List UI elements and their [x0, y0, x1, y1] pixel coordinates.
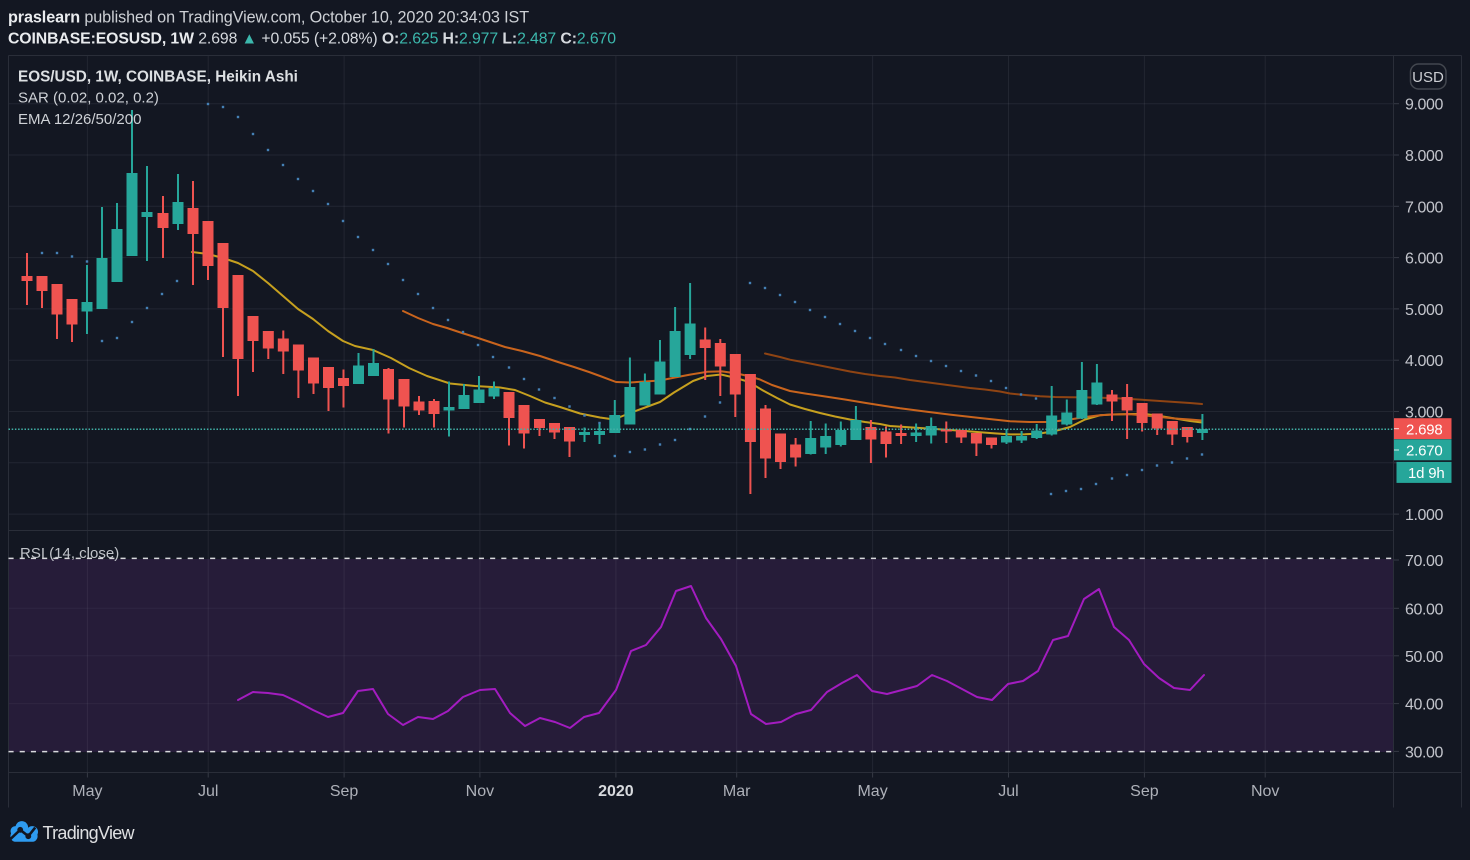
svg-text:7.000: 7.000 [1405, 199, 1444, 216]
svg-text:2020: 2020 [598, 783, 634, 800]
svg-text:5.000: 5.000 [1405, 302, 1444, 319]
svg-text:2.698: 2.698 [1406, 421, 1443, 438]
svg-text:8.000: 8.000 [1405, 148, 1444, 165]
svg-text:Sep: Sep [1130, 783, 1159, 800]
svg-text:1.000: 1.000 [1405, 507, 1444, 524]
svg-text:May: May [857, 783, 887, 800]
svg-text:SAR (0.02, 0.02, 0.2): SAR (0.02, 0.02, 0.2) [18, 90, 159, 107]
svg-text:Jul: Jul [198, 783, 218, 800]
svg-text:4.000: 4.000 [1405, 353, 1444, 370]
svg-text:2.670: 2.670 [1406, 442, 1443, 459]
svg-text:6.000: 6.000 [1405, 251, 1444, 268]
svg-text:Nov: Nov [466, 783, 494, 800]
svg-text:RSI (14, close): RSI (14, close) [20, 545, 119, 562]
svg-text:Sep: Sep [330, 783, 359, 800]
svg-text:Mar: Mar [723, 783, 751, 800]
svg-text:COINBASE:EOSUSD, 1W 2.698 ▲ +: COINBASE:EOSUSD, 1W 2.698 ▲ +0.055 (+2.0… [8, 31, 616, 48]
svg-text:TradingView: TradingView [43, 823, 136, 843]
svg-text:60.00: 60.00 [1405, 601, 1444, 618]
svg-text:3.000: 3.000 [1405, 405, 1444, 422]
svg-text:USD: USD [1412, 69, 1444, 86]
svg-text:May: May [72, 783, 102, 800]
svg-text:EMA 12/26/50/200: EMA 12/26/50/200 [18, 111, 141, 128]
svg-text:Jul: Jul [998, 783, 1018, 800]
svg-text:30.00: 30.00 [1405, 744, 1444, 761]
svg-text:1d 9h: 1d 9h [1408, 465, 1445, 482]
svg-text:praslearn published on Trading: praslearn published on TradingView.com, … [8, 9, 529, 27]
svg-text:Nov: Nov [1251, 783, 1279, 800]
svg-text:50.00: 50.00 [1405, 649, 1444, 666]
svg-text:9.000: 9.000 [1405, 97, 1444, 114]
svg-text:70.00: 70.00 [1405, 553, 1444, 570]
svg-text:EOS/USD, 1W, COINBASE, Heikin: EOS/USD, 1W, COINBASE, Heikin Ashi [18, 69, 298, 86]
svg-text:40.00: 40.00 [1405, 697, 1444, 714]
